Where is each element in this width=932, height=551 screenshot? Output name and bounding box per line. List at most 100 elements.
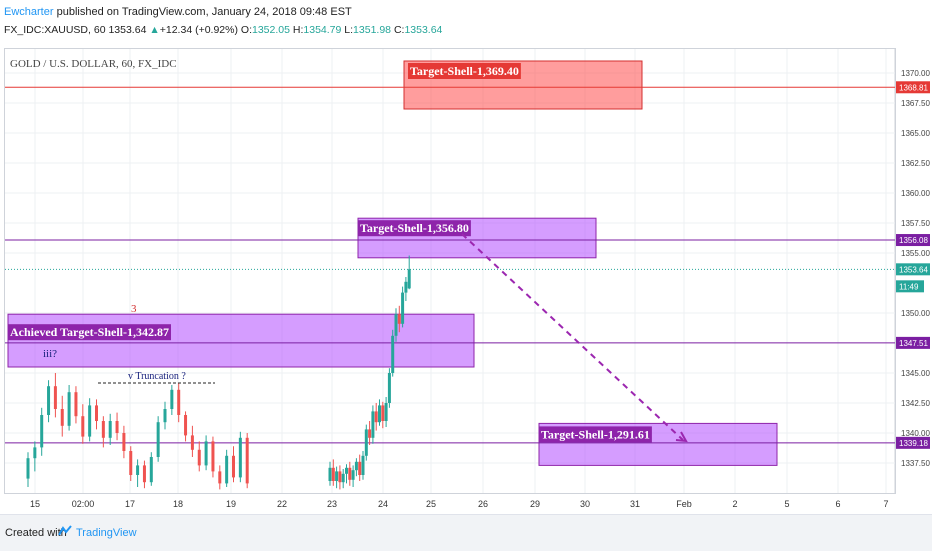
candle-body bbox=[211, 441, 215, 472]
price-tag: 1339.18 bbox=[899, 439, 928, 448]
price-tag: 1368.81 bbox=[899, 83, 928, 92]
candle-body bbox=[378, 405, 381, 423]
candle-body bbox=[184, 415, 188, 436]
candle-body bbox=[81, 416, 85, 437]
close-value: 1353.64 bbox=[404, 24, 443, 36]
candle-body bbox=[361, 455, 365, 475]
candle-body bbox=[40, 415, 44, 448]
x-tick-label: 18 bbox=[173, 499, 183, 509]
price-tag-bg bbox=[896, 436, 930, 449]
x-tick-label: 23 bbox=[327, 499, 337, 509]
candle-body bbox=[354, 461, 358, 471]
candle-body bbox=[108, 421, 112, 438]
wave-label-3: 3 bbox=[131, 303, 137, 315]
price-tag: 1347.51 bbox=[899, 339, 928, 348]
candle-body bbox=[74, 392, 78, 417]
zone-label-bg bbox=[408, 63, 521, 79]
candle-body bbox=[407, 269, 411, 289]
open-label: O: bbox=[240, 24, 252, 36]
x-tick-label: 7 bbox=[883, 499, 888, 509]
last-price: 1353.64 bbox=[108, 24, 147, 36]
y-tick-label: 1360.00 bbox=[901, 189, 930, 198]
x-tick-label: 31 bbox=[630, 499, 640, 509]
candle-body bbox=[47, 386, 51, 415]
candle-body bbox=[156, 422, 160, 457]
x-tick-label: 2 bbox=[732, 499, 737, 509]
x-tick-label: 15 bbox=[30, 499, 40, 509]
x-tick-label: 5 bbox=[784, 499, 789, 509]
tradingview-brand[interactable]: TradingView bbox=[76, 527, 137, 539]
wave-label-iii: iii? bbox=[43, 348, 57, 360]
candle-body bbox=[136, 465, 140, 475]
y-tick-label: 1345.00 bbox=[901, 369, 930, 378]
zone-label: Target-Shell-1,356.80 bbox=[360, 221, 469, 235]
candle-body bbox=[197, 449, 201, 466]
price-tag: 1353.64 bbox=[899, 265, 928, 274]
zone-label-bg bbox=[8, 324, 171, 341]
up-arrow-icon: ▲ bbox=[149, 24, 160, 36]
candle-body bbox=[381, 405, 385, 421]
truncation-label: v Truncation ? bbox=[128, 371, 186, 382]
x-tick-label: 24 bbox=[378, 499, 388, 509]
price-tag-bg bbox=[896, 263, 930, 276]
zone-label: Target-Shell-1,369.40 bbox=[410, 64, 519, 78]
high-label: H: bbox=[292, 24, 304, 36]
x-tick-label: 02:00 bbox=[72, 499, 95, 509]
y-tick-label: 1367.50 bbox=[901, 99, 930, 108]
candle-body bbox=[115, 421, 119, 433]
candle-body bbox=[95, 405, 98, 421]
author-link[interactable]: Ewcharter bbox=[4, 6, 54, 18]
candle-body bbox=[170, 389, 174, 409]
candle-body bbox=[142, 465, 146, 483]
candle-body bbox=[60, 409, 64, 426]
candle-body bbox=[245, 437, 249, 484]
x-tick-label: 29 bbox=[530, 499, 540, 509]
open-value: 1352.05 bbox=[252, 24, 290, 36]
candle-body bbox=[338, 471, 342, 483]
candle-body bbox=[218, 471, 222, 484]
candle-body bbox=[374, 411, 378, 423]
x-tick-label: 26 bbox=[478, 499, 488, 509]
price-chart[interactable]: 15 02:00 17 18 19 22 23 24 25 26 29 30 31 Feb 2 5 6 71370… bbox=[0, 0, 932, 514]
created-with-text: Created with bbox=[5, 527, 67, 539]
low-label: L: bbox=[344, 24, 354, 36]
candle-body bbox=[387, 373, 391, 403]
candle-body bbox=[67, 392, 71, 426]
candle-body bbox=[331, 467, 335, 481]
y-tick-label: 1340.00 bbox=[901, 429, 930, 438]
candle-body bbox=[394, 314, 398, 336]
candle-body bbox=[88, 405, 92, 437]
candle-body bbox=[177, 389, 181, 415]
zone-label: Achieved Target-Shell-1,342.87 bbox=[10, 325, 169, 339]
tradingview-logo-icon[interactable] bbox=[58, 525, 72, 537]
candle-body bbox=[204, 441, 208, 466]
publish-text: published on TradingView.com, January 24… bbox=[53, 6, 352, 18]
candle-body bbox=[371, 411, 375, 438]
price-tag-bg bbox=[896, 336, 930, 349]
zone-label-bg bbox=[539, 426, 652, 443]
price-tag-bg bbox=[896, 280, 924, 293]
y-tick-label: 1357.50 bbox=[901, 219, 930, 228]
candle-body bbox=[101, 421, 105, 438]
zone-label: Target-Shell-1,291.61 bbox=[541, 427, 650, 441]
x-tick-label: Feb bbox=[676, 499, 692, 509]
y-tick-label: 1355.00 bbox=[901, 249, 930, 258]
candle-body bbox=[149, 457, 153, 483]
candle-body bbox=[163, 409, 167, 423]
candle-body bbox=[368, 429, 372, 438]
candle-body bbox=[328, 467, 332, 481]
candle-body bbox=[53, 386, 57, 409]
close-label: C: bbox=[393, 24, 405, 36]
candle-body bbox=[232, 455, 235, 478]
price-tag: 1356.08 bbox=[899, 236, 928, 245]
publish-header: Ewcharter published on TradingView.com, … bbox=[4, 6, 352, 18]
x-tick-label: 30 bbox=[580, 499, 590, 509]
symbol-label: FX_IDC:XAUUSD, 60 bbox=[4, 24, 106, 36]
high-value: 1354.79 bbox=[303, 24, 342, 36]
x-tick-label: 6 bbox=[835, 499, 840, 509]
candle-body bbox=[401, 292, 405, 324]
y-tick-label: 1350.00 bbox=[901, 309, 930, 318]
y-tick-label: 1342.50 bbox=[901, 399, 930, 408]
x-tick-label: 22 bbox=[277, 499, 287, 509]
projection-arrow-head bbox=[675, 431, 688, 443]
